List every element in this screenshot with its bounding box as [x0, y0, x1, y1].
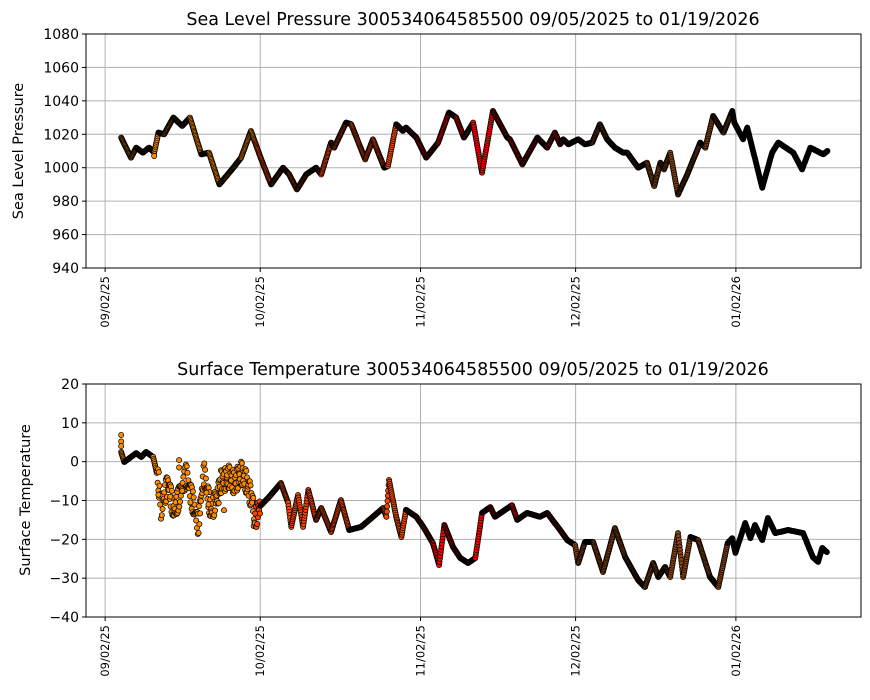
temperature-data-point [197, 510, 204, 517]
temperature-data-point [198, 498, 204, 505]
pressure-x-tick-label: 01/02/26 [729, 276, 743, 328]
temperature-x-tick-label: 09/02/25 [98, 625, 112, 677]
pressure-y-tick-label: 940 [52, 261, 79, 277]
temperature-x-tick-label: 10/02/25 [253, 625, 267, 677]
temperature-data-point [158, 512, 165, 519]
temperature-data-point [189, 488, 196, 495]
temperature-data-point [180, 473, 187, 480]
pressure-data-point [824, 148, 831, 154]
pressure-y-tick-label: 1020 [43, 127, 79, 143]
temperature-y-axis-label: Surface Temperature [18, 424, 34, 576]
temperature-data-point [167, 493, 174, 500]
temperature-x-tick-label: 11/02/25 [414, 625, 428, 677]
temperature-y-tick-label: 10 [61, 416, 79, 432]
pressure-x-tick-label: 09/02/25 [98, 276, 112, 328]
temperature-data-point [156, 482, 163, 489]
temperature-data-point [250, 495, 257, 501]
temperature-data-point [383, 508, 390, 515]
pressure-y-tick-label: 980 [52, 194, 79, 210]
temperature-chart-title: Surface Temperature 300534064585500 09/0… [177, 360, 769, 380]
pressure-y-tick-label: 1060 [43, 60, 79, 76]
temperature-data-point [203, 489, 210, 496]
temperature-data-point [221, 507, 227, 514]
temperature-data-point [177, 492, 184, 499]
pressure-y-tick-label: 1040 [43, 94, 79, 110]
temperature-data-point [190, 494, 197, 501]
temperature-data-point [238, 460, 245, 467]
temperature-data-point [187, 499, 194, 506]
temperature-y-tick-label: −30 [49, 571, 79, 587]
temperature-data-point [201, 460, 208, 467]
temperature-data-point [196, 521, 203, 528]
temperature-data-point [179, 479, 186, 486]
temperature-x-tick-label: 12/02/25 [569, 625, 583, 677]
pressure-data-point [151, 153, 158, 159]
temperature-data-point [254, 521, 261, 527]
temperature-chart: Surface Temperature 300534064585500 09/0… [18, 360, 862, 677]
pressure-x-tick-label: 12/02/25 [569, 276, 583, 328]
temperature-y-tick-label: −40 [49, 610, 79, 626]
temperature-data-point [243, 467, 250, 474]
temperature-data-point [155, 491, 162, 498]
pressure-y-tick-label: 1080 [43, 27, 79, 43]
temperature-data-point [195, 529, 202, 536]
temperature-data-point [176, 457, 183, 464]
temperature-y-tick-label: −10 [49, 494, 79, 510]
pressure-data-points [118, 107, 831, 198]
temperature-data-points [118, 431, 830, 591]
temperature-data-point [179, 487, 186, 494]
temperature-data-point [257, 510, 263, 517]
temperature-y-tick-label: −20 [49, 532, 79, 548]
temperature-data-point [118, 431, 125, 438]
pressure-y-axis-label: Sea Level Pressure [11, 83, 27, 219]
temperature-data-point [155, 469, 162, 476]
temperature-data-point [215, 500, 222, 507]
temperature-data-point [193, 517, 200, 524]
pressure-axes-frame [85, 33, 862, 269]
temperature-x-tick-label: 01/02/26 [729, 625, 743, 677]
pressure-y-tick-label: 1000 [43, 161, 79, 177]
temperature-data-point [196, 503, 202, 510]
pressure-x-tick-label: 11/02/25 [414, 276, 428, 328]
temperature-data-point [176, 503, 183, 510]
temperature-data-point [183, 463, 190, 470]
temperature-data-point [823, 549, 830, 556]
temperature-y-tick-label: 20 [61, 377, 79, 393]
temperature-data-point [177, 498, 184, 505]
temperature-data-point [384, 498, 391, 504]
temperature-data-point [247, 482, 254, 489]
temperature-data-point [159, 506, 166, 512]
temperature-data-point [176, 464, 183, 471]
temperature-data-point [157, 501, 164, 508]
temperature-data-point [118, 443, 125, 450]
temperature-data-point [202, 475, 209, 482]
temperature-data-point [168, 487, 175, 494]
temperature-data-point [184, 469, 191, 476]
temperature-data-point [205, 501, 212, 508]
temperature-data-point [384, 503, 391, 510]
pressure-chart: Sea Level Pressure 300534064585500 09/05… [11, 10, 862, 328]
temperature-data-point [383, 513, 390, 520]
temperature-data-point [212, 507, 219, 514]
pressure-chart-title: Sea Level Pressure 300534064585500 09/05… [186, 10, 759, 30]
temperature-y-tick-label: 0 [70, 455, 79, 471]
temperature-data-point [202, 466, 209, 473]
pressure-y-tick-label: 960 [52, 228, 79, 244]
pressure-x-tick-label: 10/02/25 [253, 276, 267, 328]
